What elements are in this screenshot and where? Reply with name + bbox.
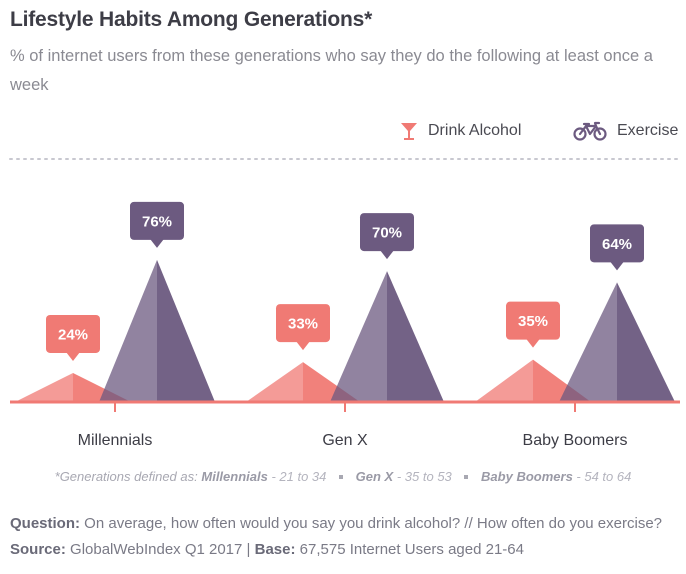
data-label-text: 64%: [602, 236, 632, 253]
footnote-gen-genx: Gen X: [355, 469, 394, 484]
footnote-separator: [339, 474, 344, 479]
footnote-prefix: *Generations defined as:: [54, 469, 198, 484]
label-exercise-gen-x: 70%: [360, 213, 414, 260]
data-label-text: 33%: [288, 316, 318, 333]
legend-item-drink-alcohol: Drink Alcohol: [400, 121, 521, 141]
triangle-exercise-millennials: [99, 259, 215, 402]
source-line: Source: GlobalWebIndex Q1 2017 | Base: 6…: [10, 541, 524, 558]
category-label-millennials: Millennials: [78, 432, 153, 449]
footnote-gen-baby-boomers: Baby Boomers: [481, 469, 573, 484]
category-label-baby-boomers: Baby Boomers: [523, 432, 628, 449]
question-text: On average, how often would you say you …: [84, 515, 663, 532]
question-label: Question:: [10, 515, 80, 532]
footnote-separator: [464, 474, 469, 479]
label-exercise-baby-boomers: 64%: [590, 224, 644, 271]
source-label: Source:: [10, 541, 66, 558]
data-label-text: 24%: [58, 326, 88, 343]
footnote-gen-millennials: Millennials: [201, 469, 268, 484]
data-label-text: 76%: [142, 213, 172, 230]
label-drink-alcohol-baby-boomers: 35%: [506, 301, 560, 348]
source-separator: |: [246, 541, 251, 558]
triangle-chart: 24% 76% Millennials 33% 70% Gen X 35% 64% Baby B…: [9, 158, 681, 449]
footnote-range-genx: - 35 to 53: [396, 469, 452, 484]
survey-question: Question: On average, how often would yo…: [10, 515, 662, 532]
cocktail-glass-icon: [401, 123, 417, 140]
footnote-range-millennials: - 21 to 34: [271, 469, 327, 484]
legend-label-drink-alcohol: Drink Alcohol: [428, 122, 522, 139]
chart-title: Lifestyle Habits Among Generations*: [10, 8, 373, 31]
footnote-range-baby-boomers: - 54 to 64: [576, 469, 632, 484]
generations-footnote: *Generations defined as: Millennials - 2…: [0, 469, 686, 484]
label-drink-alcohol-gen-x: 33%: [276, 304, 330, 351]
data-label-text: 70%: [372, 225, 402, 242]
base-text: 67,575 Internet Users aged 21-64: [299, 541, 524, 558]
label-drink-alcohol-millennials: 24%: [46, 314, 100, 361]
category-label-gen-x: Gen X: [322, 432, 368, 449]
data-label-text: 35%: [518, 313, 548, 330]
source-text: GlobalWebIndex Q1 2017: [70, 541, 243, 558]
base-label: Base:: [254, 541, 296, 558]
chart-subtitle: % of internet users from these generatio…: [10, 47, 653, 94]
triangle-exercise-gen-x: [330, 271, 444, 402]
label-exercise-millennials: 76%: [130, 201, 184, 248]
legend-item-exercise: Exercise: [573, 121, 678, 141]
bicycle-icon: [573, 121, 607, 141]
triangle-exercise-baby-boomers: [559, 282, 675, 402]
legend-label-exercise: Exercise: [617, 122, 679, 139]
